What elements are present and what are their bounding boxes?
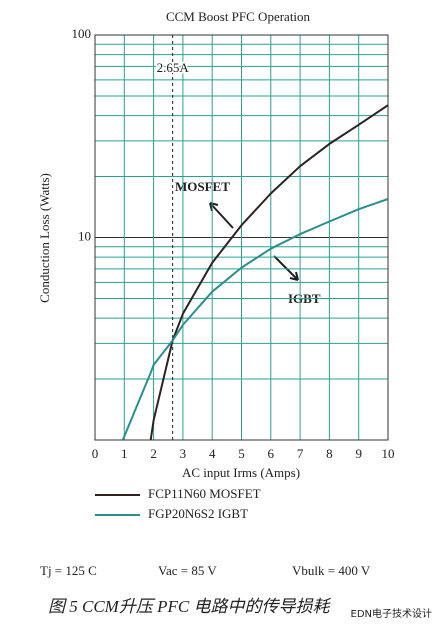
y-tick-label: 10 [78, 228, 91, 243]
x-tick-label: 2 [150, 446, 157, 461]
legend-label: FGP20N6S2 IGBT [148, 506, 248, 521]
x-tick-label: 0 [92, 446, 99, 461]
watermark: EDN电子技术设计 [351, 607, 433, 620]
caption: 图 5 CCM升压 PFC 电路中的传导损耗 [48, 597, 331, 616]
plot-frame [94, 34, 389, 441]
x-axis-label: AC input Irms (Amps) [182, 465, 300, 480]
annotation-arrow [209, 202, 234, 229]
annotation-arrow [273, 255, 299, 281]
condition: Tj = 125 C [40, 563, 97, 578]
x-tick-label: 9 [355, 446, 362, 461]
series-line [121, 198, 389, 441]
x-tick-label: 5 [238, 446, 245, 461]
x-tick-label: 4 [209, 446, 216, 461]
x-tick-label: 1 [121, 446, 128, 461]
legend-label: FCP11N60 MOSFET [148, 486, 261, 501]
y-axis-label: Conduction Loss (Watts) [37, 173, 52, 303]
x-tick-label: 8 [326, 446, 333, 461]
reference-label: 2.65A [157, 60, 190, 75]
x-tick-label: 3 [180, 446, 187, 461]
x-tick-label: 10 [382, 446, 395, 461]
x-tick-label: 7 [297, 446, 304, 461]
condition: Vac = 85 V [158, 563, 217, 578]
condition: Vbulk = 400 V [292, 563, 371, 578]
series-line [149, 104, 389, 441]
x-tick-label: 6 [268, 446, 275, 461]
chart-title: CCM Boost PFC Operation [166, 9, 311, 24]
y-tick-label: 100 [72, 26, 92, 41]
annotation: MOSFET [175, 179, 230, 194]
